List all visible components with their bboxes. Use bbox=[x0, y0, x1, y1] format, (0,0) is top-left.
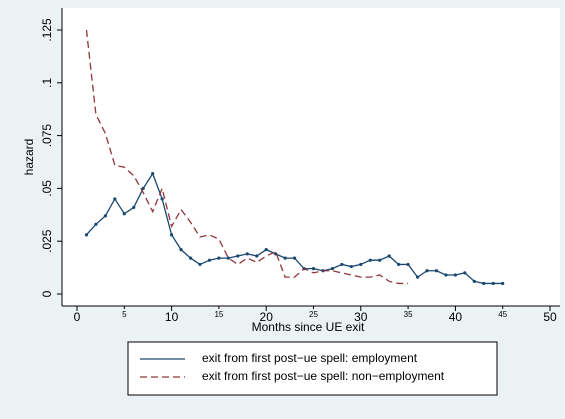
point bbox=[245, 252, 249, 256]
point bbox=[463, 271, 467, 275]
point bbox=[378, 258, 382, 262]
x-minor-tick-label: 35 bbox=[404, 310, 413, 319]
point bbox=[349, 264, 353, 269]
y-axis-title: hazard bbox=[22, 139, 36, 176]
point bbox=[160, 197, 164, 201]
point bbox=[415, 275, 420, 279]
point bbox=[453, 273, 457, 277]
point bbox=[103, 214, 107, 218]
point bbox=[122, 212, 126, 216]
point bbox=[226, 256, 230, 260]
point bbox=[444, 273, 448, 277]
y-tick-label: .125 bbox=[40, 18, 54, 42]
y-tick-label: 0 bbox=[40, 290, 54, 297]
point bbox=[292, 256, 297, 260]
point bbox=[84, 233, 89, 237]
point bbox=[501, 281, 505, 286]
x-tick-label: 20 bbox=[260, 310, 274, 324]
x-axis-title: Months since UE exit bbox=[252, 320, 365, 334]
point bbox=[179, 248, 183, 252]
point bbox=[94, 222, 98, 226]
legend-label: exit from first post−ue spell: non−emplo… bbox=[202, 369, 445, 383]
x-minor-tick-label: 5 bbox=[122, 310, 127, 319]
x-minor-tick-label: 45 bbox=[498, 310, 507, 319]
point bbox=[113, 197, 117, 201]
point bbox=[406, 262, 410, 267]
point bbox=[207, 258, 212, 262]
point bbox=[151, 172, 155, 176]
point bbox=[264, 248, 268, 252]
y-tick-label: .1 bbox=[40, 77, 54, 87]
x-tick-label: 10 bbox=[165, 310, 179, 324]
point bbox=[132, 205, 136, 210]
x-minor-tick-label: 15 bbox=[214, 310, 223, 319]
point bbox=[141, 186, 145, 190]
point bbox=[425, 269, 429, 273]
x-tick-label: 50 bbox=[543, 310, 557, 324]
point bbox=[311, 267, 316, 271]
point bbox=[472, 279, 476, 283]
point bbox=[198, 262, 202, 267]
point bbox=[236, 254, 240, 258]
point bbox=[368, 258, 372, 262]
x-tick-label: 40 bbox=[449, 310, 463, 324]
point bbox=[397, 262, 401, 267]
point bbox=[491, 281, 495, 286]
x-tick-label: 0 bbox=[74, 310, 81, 324]
point bbox=[188, 256, 193, 260]
point bbox=[387, 254, 391, 258]
point bbox=[330, 267, 335, 271]
x-tick-label: 30 bbox=[354, 310, 368, 324]
y-tick-label: .075 bbox=[40, 124, 54, 148]
point bbox=[340, 262, 344, 267]
y-tick-label: .025 bbox=[40, 229, 54, 253]
y-tick-label: .05 bbox=[40, 180, 54, 197]
point bbox=[170, 233, 174, 237]
x-minor-tick-label: 25 bbox=[309, 310, 318, 319]
legend-label: exit from first post−ue spell: employmen… bbox=[202, 351, 418, 365]
point bbox=[283, 256, 287, 260]
point bbox=[359, 262, 363, 267]
point bbox=[482, 281, 486, 286]
point bbox=[434, 269, 439, 273]
point bbox=[217, 256, 221, 260]
legend bbox=[127, 341, 498, 396]
plot-area bbox=[62, 8, 560, 306]
point bbox=[255, 254, 259, 258]
